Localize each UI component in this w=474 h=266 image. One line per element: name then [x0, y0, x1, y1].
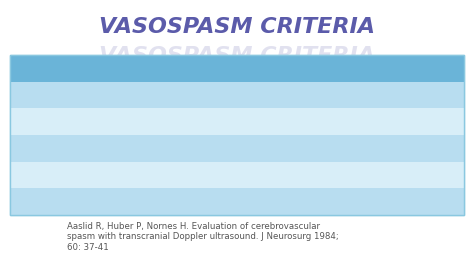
Text: <3: <3 — [314, 117, 328, 126]
Text: Severity: Severity — [15, 64, 57, 73]
Text: 120 - 150: 120 - 150 — [160, 144, 203, 153]
Text: 151-200: 151-200 — [160, 171, 198, 180]
Text: VASOSPASM CRITERIA: VASOSPASM CRITERIA — [99, 46, 375, 66]
Text: Mild: Mild — [15, 117, 34, 126]
Text: MCA/ICA ratio: MCA/ICA ratio — [314, 64, 384, 73]
Text: <3: <3 — [314, 90, 328, 99]
Text: 3 - 5.9: 3 - 5.9 — [314, 144, 344, 153]
Text: Moderate: Moderate — [15, 144, 58, 153]
Text: >200: >200 — [160, 197, 185, 206]
Text: Severe: Severe — [15, 171, 46, 180]
Text: <120: <120 — [160, 117, 185, 126]
Text: >6: >6 — [314, 171, 328, 180]
Text: Aaslid R, Huber P, Nornes H. Evaluation of cerebrovascular
spasm with transcrani: Aaslid R, Huber P, Nornes H. Evaluation … — [67, 222, 338, 252]
Text: VASOSPASM CRITERIA: VASOSPASM CRITERIA — [99, 17, 375, 37]
Text: Critical: Critical — [15, 197, 47, 206]
Text: Normal: Normal — [15, 90, 47, 99]
Text: <85: <85 — [160, 90, 179, 99]
Text: MFV cm/s: MFV cm/s — [160, 64, 209, 73]
Text: >6: >6 — [314, 197, 328, 206]
